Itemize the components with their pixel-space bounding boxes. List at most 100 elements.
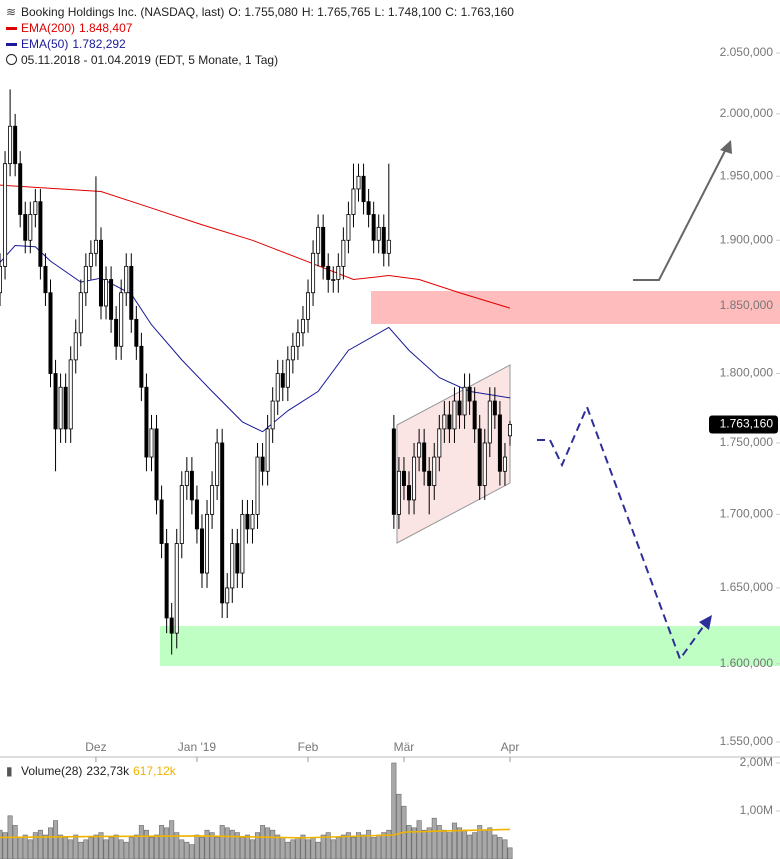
candle-body <box>502 456 507 472</box>
candle-body <box>255 456 260 515</box>
candle-body <box>205 513 210 574</box>
volume-bar <box>154 834 160 859</box>
candle-body <box>23 214 28 241</box>
candle-body <box>129 265 134 320</box>
candle-body <box>336 265 341 280</box>
volume-bar <box>436 825 442 859</box>
candle-body <box>235 543 240 574</box>
volume-bar <box>315 841 321 859</box>
volume-bar <box>330 839 336 859</box>
candle-body <box>386 239 391 254</box>
legend-row: EMA(50) 1.782,292 <box>6 36 130 52</box>
candle-body <box>492 400 497 416</box>
volume-bar <box>472 832 478 859</box>
candle-body <box>356 175 361 190</box>
candle-body <box>270 400 275 430</box>
candle-body <box>381 226 386 254</box>
volume-bar <box>366 829 372 859</box>
volume-bar <box>214 837 220 859</box>
legend-row: EMA(200) 1.848,407 <box>6 20 136 36</box>
volume-bar <box>133 834 139 859</box>
ohlc: O: 1.755,080 <box>228 5 298 19</box>
candle-body <box>497 414 502 472</box>
volume-bar <box>335 837 341 859</box>
volume-bar <box>27 839 33 859</box>
volume-bar <box>285 841 291 859</box>
candle-body <box>220 442 225 604</box>
title: Booking Holdings Inc. (NASDAQ, last) <box>21 5 225 19</box>
x-tick-label: Apr <box>501 740 520 754</box>
candle-body <box>98 239 103 307</box>
candle-body <box>179 485 184 544</box>
candle-body <box>114 318 119 347</box>
volume-bar <box>361 834 367 859</box>
candle-body <box>422 442 427 472</box>
volume-bar <box>194 834 200 859</box>
legend-value: 1.848,407 <box>79 21 133 35</box>
candle-body <box>275 373 280 402</box>
volume-bar <box>58 834 64 859</box>
candle-body <box>230 543 235 589</box>
volume-bar <box>265 827 271 859</box>
volume-bar <box>416 820 422 859</box>
candle-body <box>391 428 396 515</box>
candle-body <box>13 125 18 165</box>
y-tick-label: 1.600,000 <box>720 656 774 670</box>
candle-body <box>58 386 63 430</box>
candle-body <box>432 456 437 486</box>
volume-bar <box>502 839 508 859</box>
candle-body <box>43 265 48 294</box>
candle-body <box>154 428 159 501</box>
volume-bar <box>204 829 210 859</box>
volume-bar <box>103 839 109 859</box>
candle-body <box>139 345 144 388</box>
candle-body <box>119 292 124 347</box>
volume-bar <box>310 837 316 859</box>
ema-line <box>0 184 511 309</box>
x-tick-label: Dez <box>85 740 106 754</box>
volume-bar <box>68 839 74 859</box>
legend-entry: EMA(200) <box>21 21 76 35</box>
volume-bar <box>462 829 468 859</box>
candle-body <box>33 201 38 215</box>
volume-bar <box>0 829 3 859</box>
ohlc: H: 1.765,765 <box>301 5 371 19</box>
candle-body <box>48 292 53 374</box>
candle-body <box>396 470 401 515</box>
candle-body <box>88 252 93 267</box>
candle-body <box>199 528 204 574</box>
volume-bar <box>128 837 134 859</box>
volume-bar <box>22 834 28 859</box>
volume-bar <box>17 837 23 859</box>
last-price-tag <box>709 415 778 434</box>
volume-bar <box>184 841 190 859</box>
candle-body <box>164 543 169 619</box>
volume-average-line <box>0 828 511 839</box>
candle-body <box>321 226 326 267</box>
candle-body <box>184 470 189 486</box>
volume-bar <box>199 837 205 859</box>
volume-bar <box>159 825 165 859</box>
candle-body <box>104 279 109 307</box>
volume-bar <box>295 837 301 859</box>
volume-bar <box>12 825 18 859</box>
volume-bar <box>143 829 149 859</box>
volume-bar <box>386 829 392 859</box>
y-tick-label: 1.900,000 <box>720 232 774 246</box>
candle-body <box>280 373 285 388</box>
candle-body <box>351 188 356 215</box>
support-zone <box>160 626 780 666</box>
volume-bar <box>88 837 94 859</box>
volume-bar <box>441 829 447 859</box>
volume-bar <box>123 841 129 859</box>
candle-body <box>366 201 371 215</box>
volume-bar <box>376 834 382 859</box>
candle-body <box>361 175 366 203</box>
volume-bar <box>340 834 346 859</box>
volume-bar <box>249 839 255 859</box>
candle-body <box>0 265 3 294</box>
volume-bar <box>189 844 195 859</box>
volume-bar <box>381 832 387 859</box>
candle-body <box>215 442 220 486</box>
